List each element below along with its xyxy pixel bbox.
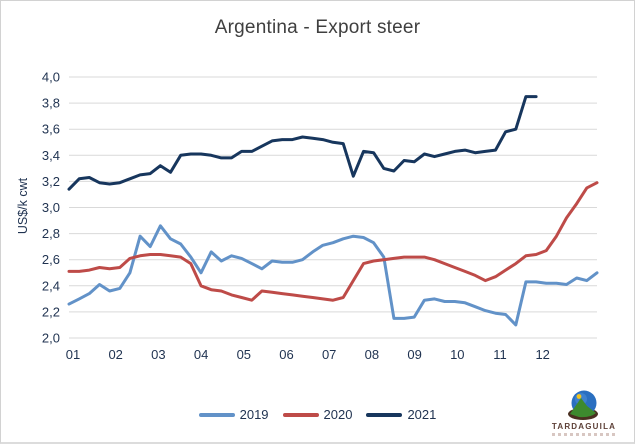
y-tick-label: 3,4 <box>42 148 60 163</box>
legend: 2019 2020 2021 <box>1 407 634 422</box>
legend-label: 2019 <box>239 407 269 422</box>
x-tick-label: 01 <box>66 347 80 362</box>
x-tick-label: 10 <box>450 347 464 362</box>
y-tick-label: 2,6 <box>42 252 60 267</box>
series-line-2021 <box>67 95 538 191</box>
y-tick-label: 3,8 <box>42 96 60 111</box>
x-tick-label: 11 <box>493 347 507 362</box>
legend-item-2021: 2021 <box>366 407 436 422</box>
logo-subtext-placeholder <box>552 433 616 436</box>
legend-label: 2021 <box>407 407 437 422</box>
x-tick-label: 04 <box>194 347 208 362</box>
plot-svg: 4,0 3,8 3,6 3,4 3,2 3,0 2,8 2,6 2,4 2,2 2,0 01 02 03 0… <box>42 70 599 362</box>
chart-title: Argentina - Export steer <box>214 17 421 38</box>
legend-label: 2020 <box>323 407 353 422</box>
y-tick-label: 3,6 <box>42 122 60 137</box>
legend-swatch-2019 <box>198 412 235 417</box>
y-tick-label: 2,4 <box>42 278 60 293</box>
x-tick-label: 07 <box>322 347 336 362</box>
legend-item-2019: 2019 <box>198 407 269 422</box>
tardaguila-logo: TARDAGUILA <box>544 389 624 436</box>
x-tick-label: 09 <box>407 347 421 362</box>
legend-swatch-2021 <box>366 412 403 417</box>
y-tick-label: 2,0 <box>42 331 60 346</box>
legend-swatch-2020 <box>282 412 319 417</box>
x-tick-label: 02 <box>108 347 122 362</box>
series-line-2020 <box>67 181 599 302</box>
x-tick-label: 06 <box>279 347 293 362</box>
globe-icon <box>568 390 598 420</box>
x-tick-label: 12 <box>535 347 549 362</box>
x-tick-label: 05 <box>237 347 251 362</box>
y-tick-label: 4,0 <box>42 70 60 85</box>
series-line-2019 <box>67 224 599 327</box>
x-tick-label: 08 <box>365 347 379 362</box>
y-tick-label: 2,8 <box>42 226 60 241</box>
y-tick-label: 2,2 <box>42 304 60 319</box>
y-tick-label: 3,0 <box>42 200 60 215</box>
logo-text: TARDAGUILA <box>551 422 617 431</box>
legend-item-2020: 2020 <box>282 407 353 422</box>
x-tick-label: 03 <box>151 347 165 362</box>
y-tick-label: 3,2 <box>42 174 60 189</box>
